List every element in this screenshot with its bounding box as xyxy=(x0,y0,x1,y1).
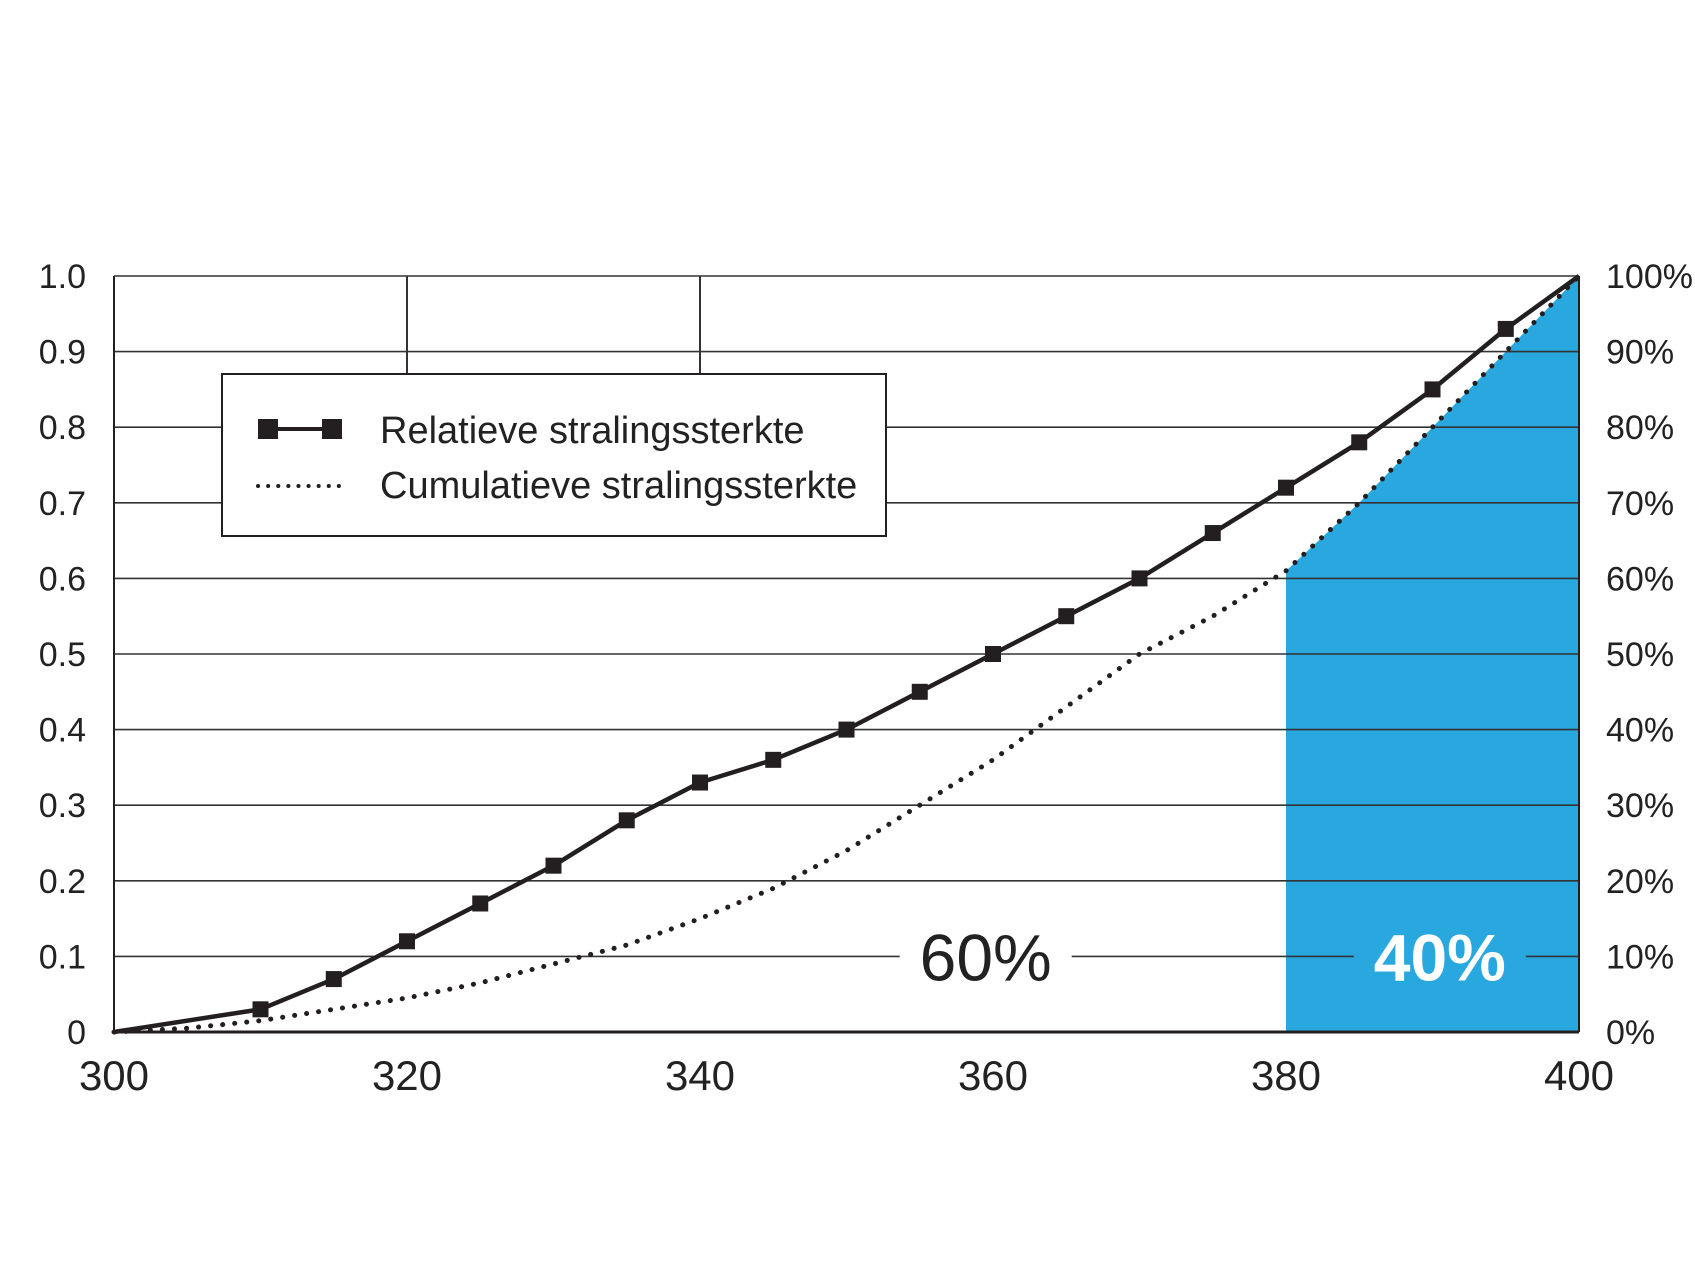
axes-layer: 0 0.1 0.2 0.3 0.4 0.5 0.6 0.7 0.8 0.9 1.0 0% 10% 20% 3… xyxy=(39,258,1693,1099)
x-tick: 400 xyxy=(1544,1052,1614,1099)
y-tick-right: 100% xyxy=(1606,258,1693,296)
data-point-relative xyxy=(1131,570,1148,587)
y-tick-right: 10% xyxy=(1606,938,1674,976)
y-tick-right: 70% xyxy=(1606,485,1674,523)
data-point-relative xyxy=(399,933,415,950)
legend-marker-relative xyxy=(258,419,278,439)
annotation-backing xyxy=(1353,926,1526,987)
data-point-relative xyxy=(1351,434,1368,451)
y-tick-left: 0.9 xyxy=(39,334,86,372)
y-tick-left: 0.5 xyxy=(39,636,86,674)
y-tick-right: 80% xyxy=(1606,409,1674,447)
data-point-relative xyxy=(838,721,855,738)
x-tick: 360 xyxy=(958,1052,1028,1099)
y-tick-right: 0% xyxy=(1606,1014,1655,1052)
series-line-relative xyxy=(113,274,1581,1035)
legend-label-relative: Relatieve stralingssterkte xyxy=(380,410,805,452)
y-tick-right: 50% xyxy=(1606,636,1674,674)
data-point-relative xyxy=(252,1001,269,1018)
data-point-relative xyxy=(1497,320,1514,337)
y-tick-left: 0.6 xyxy=(39,560,86,598)
data-point-relative xyxy=(1058,608,1075,625)
legend-box xyxy=(221,373,887,537)
y-tick-right: 30% xyxy=(1606,787,1674,825)
x-tick: 320 xyxy=(372,1052,442,1099)
data-point-relative xyxy=(1278,479,1294,496)
annotation-label: 40% xyxy=(1374,920,1506,994)
data-point-relative xyxy=(1424,381,1441,398)
x-tick: 380 xyxy=(1251,1052,1321,1099)
data-point-relative xyxy=(911,683,928,700)
legend-label-cumulative: Cumulatieve stralingssterkte xyxy=(380,465,857,507)
y-tick-left: 1.0 xyxy=(39,258,86,296)
y-tick-left: 0.8 xyxy=(39,409,86,447)
x-tick: 300 xyxy=(79,1052,149,1099)
data-point-relative xyxy=(1204,525,1221,542)
y-tick-left: 0.2 xyxy=(39,863,86,901)
y-tick-left: 0.7 xyxy=(39,485,86,523)
data-point-relative xyxy=(325,971,342,988)
data-point-relative xyxy=(985,646,1001,662)
y-tick-left: 0.1 xyxy=(39,938,86,976)
y-tick-left: 0.4 xyxy=(39,712,86,750)
data-point-relative xyxy=(765,751,782,768)
annotation-layer: 60% 40% xyxy=(899,920,1526,994)
data-point-relative xyxy=(472,895,489,912)
annotation-label: 60% xyxy=(920,920,1052,994)
data-point-relative xyxy=(618,812,635,829)
data-point-relative xyxy=(545,857,562,874)
legend-marker-relative xyxy=(322,419,342,439)
y-tick-right: 40% xyxy=(1606,712,1674,750)
series-layer xyxy=(111,273,1582,1035)
legend: Relatieve stralingssterkte Cumulatieve s… xyxy=(221,373,887,537)
y-tick-right: 20% xyxy=(1606,863,1674,901)
y-tick-left: 0 xyxy=(67,1014,86,1052)
y-tick-right: 60% xyxy=(1606,560,1674,598)
y-tick-right: 90% xyxy=(1606,334,1674,372)
annotation-backing xyxy=(899,926,1072,987)
series-line-cumulative xyxy=(111,273,1582,1035)
data-point-relative xyxy=(692,774,708,791)
x-tick: 340 xyxy=(665,1052,735,1099)
y-tick-left: 0.3 xyxy=(39,787,86,825)
